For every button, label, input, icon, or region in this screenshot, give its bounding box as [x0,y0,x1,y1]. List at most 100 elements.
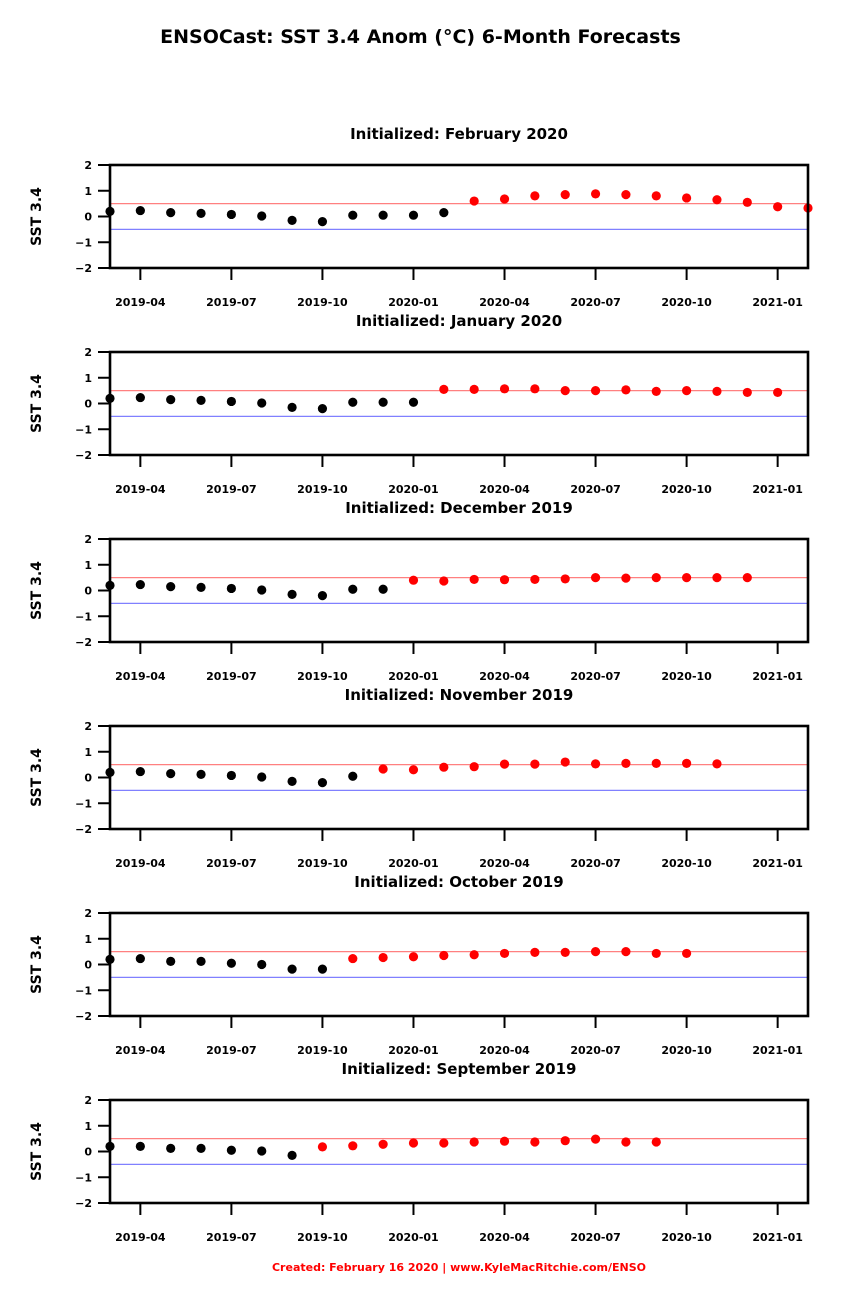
forecast-point [682,193,692,203]
forecast-point [682,758,692,768]
x-tick-label: 2021-01 [752,1044,803,1057]
forecast-point [378,1139,388,1149]
x-tick-label: 2019-07 [206,857,257,870]
x-tick-label: 2019-10 [297,1231,348,1244]
plot-frame [108,350,810,457]
y-tick-label: −2 [75,1010,92,1023]
x-tick-label: 2020-04 [479,1044,530,1057]
plot-frame [108,537,810,644]
forecast-point [682,573,692,583]
observed-point [287,964,297,974]
y-tick-label: 0 [84,772,92,785]
forecast-point [742,573,752,583]
forecast-point [469,762,479,772]
observed-point [196,582,206,593]
y-tick-label: −1 [75,236,92,249]
forecast-point [712,195,722,205]
forecast-point [621,758,631,768]
forecast-point [469,574,479,585]
y-tick-label: 1 [84,933,92,946]
forecast-point [408,1138,419,1148]
observed-point [287,1150,297,1160]
x-tick-label: 2019-04 [115,296,166,309]
x-tick-label: 2020-01 [388,483,439,496]
forecast-point [530,574,540,585]
y-tick-label: 1 [84,559,92,572]
chart-panel-3: Initialized: December 2019 SST 3.4 −2 −1 0 1 2… [29,499,810,683]
forecast-point [712,573,722,583]
observed-point [378,397,388,407]
forecast-point [439,762,449,772]
y-axis-label: SST 3.4 [29,748,45,807]
x-tick-label: 2019-07 [206,296,257,309]
y-tick-label: −2 [75,449,92,462]
x-tick-label: 2019-10 [297,670,348,683]
plot-frame [108,911,810,1018]
chart-panel-2: Initialized: January 2020 SST 3.4 −2 −1 0 1 2 2… [29,312,810,496]
y-tick-label: 1 [84,372,92,385]
x-tick-label: 2019-04 [115,1044,166,1057]
x-tick-label: 2020-04 [479,1231,530,1244]
forecast-point [499,759,510,769]
observed-point [348,210,358,220]
y-tick-label: −1 [75,610,92,623]
x-tick-label: 2021-01 [752,483,803,496]
forecast-point [621,1137,631,1147]
forecast-point [469,1137,479,1147]
x-tick-label: 2021-01 [752,857,803,870]
forecast-point [530,1137,540,1147]
y-tick-label: −2 [75,1197,92,1210]
figure-title: ENSOCast: SST 3.4 Anom (°C) 6-Month Fore… [160,26,681,48]
observed-point [317,591,328,601]
observed-point [166,582,176,592]
chart-panel-6: Initialized: September 2019 SST 3.4 −2 −1 0 1… [29,1060,810,1244]
x-tick-label: 2019-10 [297,296,348,309]
observed-point [135,766,145,777]
y-tick-label: 1 [84,185,92,198]
x-tick-label: 2019-10 [297,483,348,496]
x-tick-label: 2019-04 [115,857,166,870]
created-footer: Created: February 16 2020 | www.KyleMacR… [271,1261,647,1274]
forecast-point [530,947,540,957]
x-tick-label: 2020-01 [388,857,439,870]
forecast-point [651,758,661,768]
x-tick-label: 2019-04 [115,1231,166,1244]
observed-point [257,959,267,970]
observed-point [226,958,236,968]
forecast-point [651,1137,661,1147]
x-tick-label: 2020-04 [479,483,530,496]
y-tick-label: 2 [84,159,92,172]
panel-title: Initialized: September 2019 [342,1060,577,1078]
observed-point [257,398,267,408]
forecast-point [530,191,540,201]
observed-point [287,215,297,225]
y-tick-label: 1 [84,746,92,759]
forecast-point [499,194,510,204]
forecast-point [590,947,601,957]
observed-point [196,769,206,780]
forecast-point [590,386,601,396]
x-tick-label: 2020-07 [570,1231,621,1244]
x-tick-label: 2020-07 [570,1044,621,1057]
observed-point [166,208,176,218]
y-tick-label: 2 [84,720,92,733]
forecast-point [348,1141,358,1151]
x-tick-label: 2019-04 [115,670,166,683]
forecast-point [560,947,570,957]
forecast-point [317,1142,328,1152]
forecast-point [378,764,388,774]
forecast-point [621,385,631,395]
y-tick-label: 0 [84,211,92,224]
x-tick-label: 2021-01 [752,670,803,683]
observed-point [408,397,419,407]
forecast-point [439,1138,449,1148]
forecast-point [348,953,358,964]
forecast-point [712,386,722,396]
x-tick-label: 2020-07 [570,296,621,309]
forecast-point [621,190,631,200]
observed-point [257,211,267,221]
forecast-point [651,191,661,201]
y-axis-label: SST 3.4 [29,374,45,433]
forecast-point [469,384,479,394]
